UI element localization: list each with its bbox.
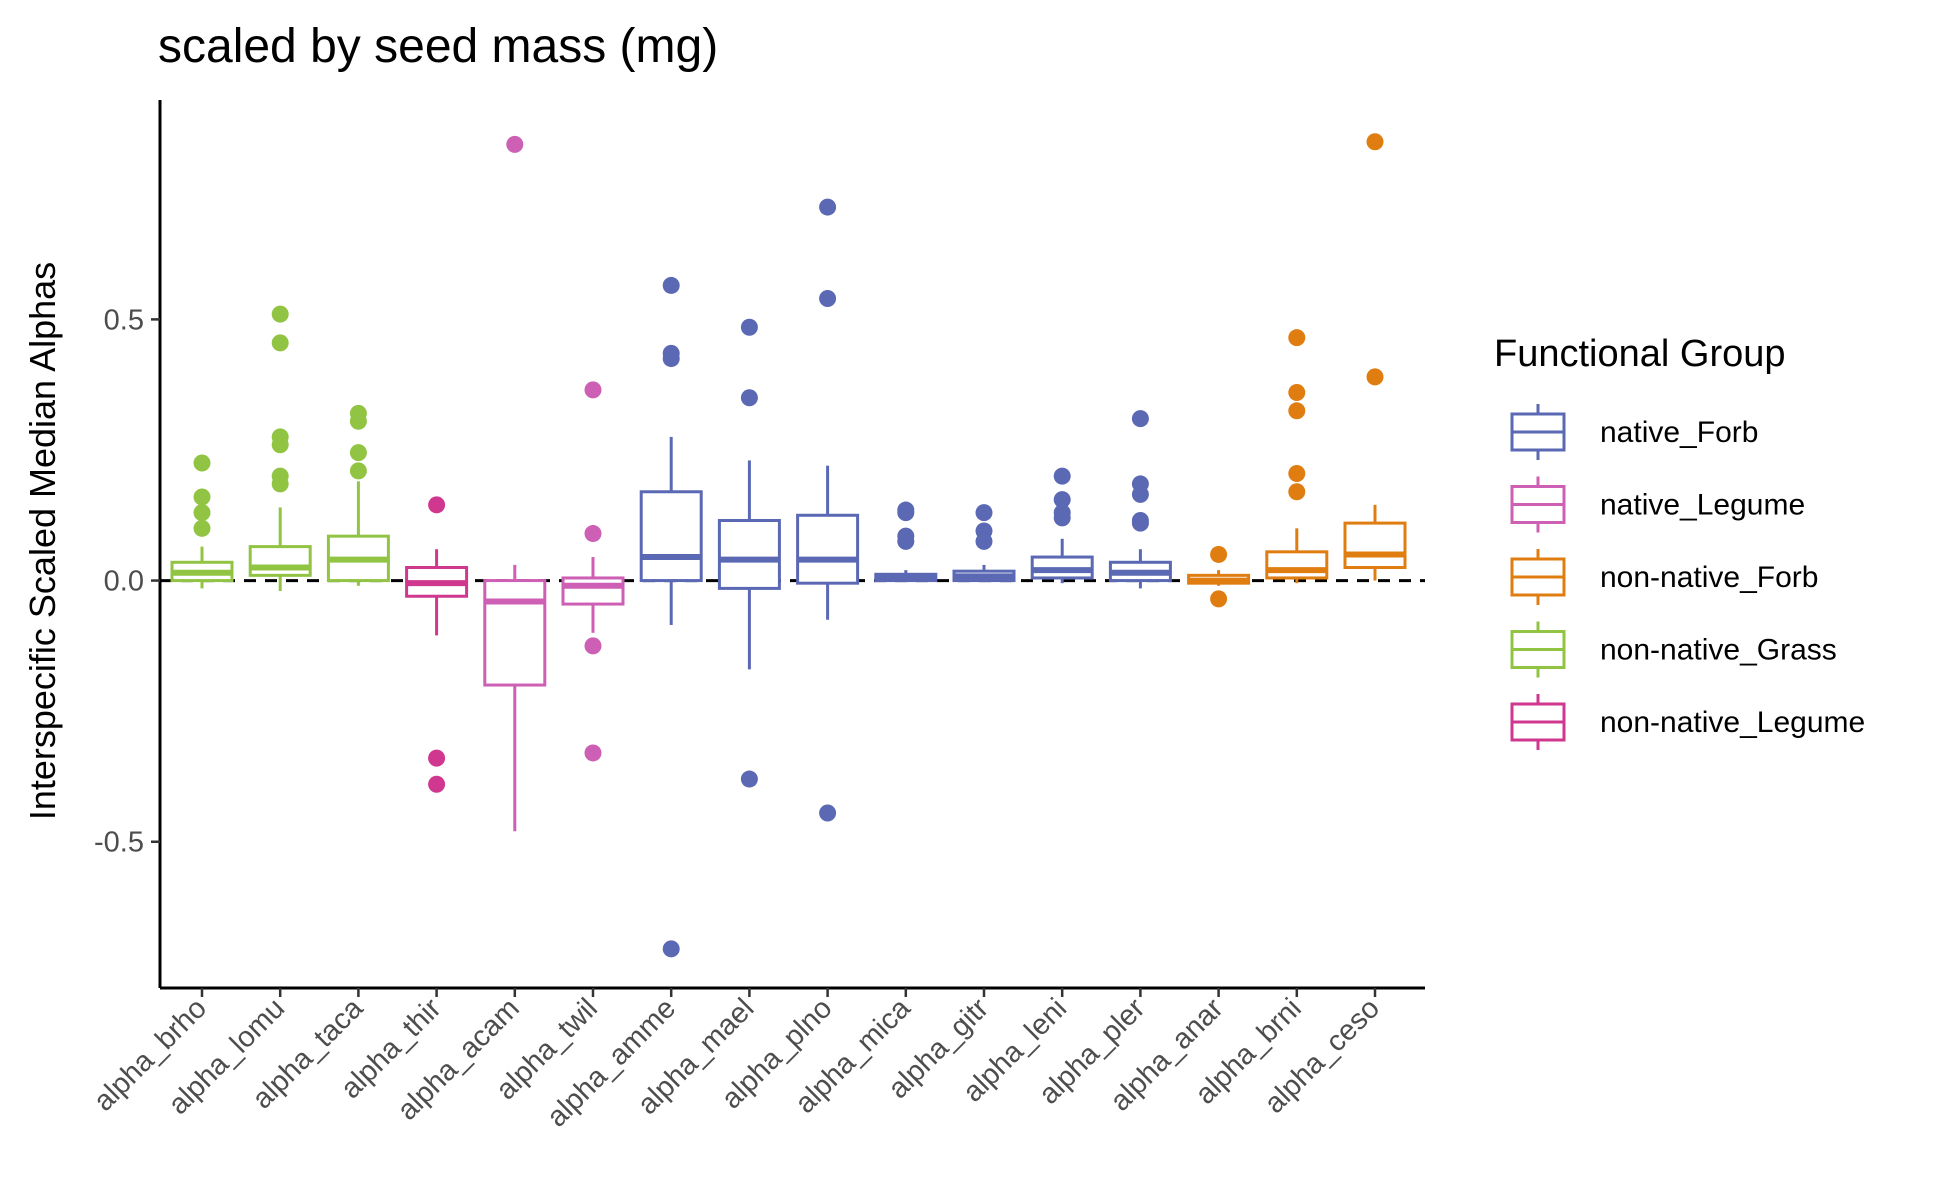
- outlier-point: [1131, 514, 1149, 532]
- box-alpha_ceso: [1343, 133, 1407, 581]
- y-tick-label: -0.5: [94, 827, 144, 859]
- outlier-point: [271, 475, 289, 493]
- y-axis-label: Interspecific Scaled Median Alphas: [22, 262, 63, 820]
- outlier-point: [1053, 491, 1071, 509]
- box-iqr: [796, 513, 860, 585]
- box-alpha_anar: [1187, 545, 1251, 608]
- outlier-point: [349, 412, 367, 430]
- outlier-point: [662, 940, 680, 958]
- legend-label: native_Legume: [1600, 489, 1805, 522]
- outlier-point: [193, 519, 211, 537]
- box-alpha_thir: [405, 496, 469, 793]
- outlier-point: [1288, 329, 1306, 347]
- box-alpha_lomu: [248, 305, 312, 592]
- outlier-point: [975, 532, 993, 550]
- outlier-point: [662, 276, 680, 294]
- outlier-point: [740, 318, 758, 336]
- y-tick-label: 0.5: [104, 304, 144, 336]
- outlier-point: [193, 454, 211, 472]
- box-iqr: [483, 579, 547, 687]
- box-iqr: [1343, 521, 1407, 570]
- outlier-point: [428, 749, 446, 767]
- y-tick-label: 0.0: [104, 566, 144, 598]
- box-alpha_amme: [639, 276, 703, 958]
- legend-label: non-native_Legume: [1600, 706, 1865, 739]
- outlier-point: [1288, 402, 1306, 420]
- plot-area: -0.50.00.5alpha_brhoalpha_lomualpha_taca…: [88, 100, 1425, 1134]
- legend-entry-native_Forb: native_Forb: [1510, 404, 1758, 460]
- outlier-point: [584, 525, 602, 543]
- outlier-point: [1131, 410, 1149, 428]
- legend-label: non-native_Forb: [1600, 561, 1818, 594]
- outlier-point: [193, 488, 211, 506]
- box-alpha_plno: [796, 198, 860, 822]
- outlier-point: [271, 305, 289, 323]
- outlier-point: [1053, 509, 1071, 527]
- outlier-point: [584, 637, 602, 655]
- outlier-point: [897, 504, 915, 522]
- outlier-point: [975, 504, 993, 522]
- outlier-point: [1366, 368, 1384, 386]
- outlier-point: [1131, 485, 1149, 503]
- outlier-point: [271, 436, 289, 454]
- chart-title: scaled by seed mass (mg): [158, 20, 718, 73]
- box-alpha_twil: [561, 381, 625, 762]
- legend-label: native_Forb: [1600, 416, 1758, 449]
- outlier-point: [584, 744, 602, 762]
- outlier-point: [1210, 590, 1228, 608]
- outlier-point: [349, 462, 367, 480]
- box-iqr: [639, 490, 703, 583]
- outlier-point: [428, 496, 446, 514]
- box-alpha_gitr: [952, 504, 1016, 583]
- legend-label: non-native_Grass: [1600, 634, 1837, 667]
- outlier-point: [428, 775, 446, 793]
- outlier-point: [1366, 133, 1384, 151]
- box-iqr: [248, 545, 312, 577]
- outlier-point: [584, 381, 602, 399]
- legend-entry-non-native_Grass: non-native_Grass: [1510, 621, 1837, 678]
- outlier-point: [897, 532, 915, 550]
- outlier-point: [506, 135, 524, 153]
- outlier-point: [740, 389, 758, 407]
- legend-entry-non-native_Forb: non-native_Forb: [1510, 549, 1818, 605]
- box-alpha_taca: [326, 404, 390, 586]
- outlier-point: [349, 444, 367, 462]
- box-iqr: [1265, 550, 1329, 580]
- outlier-point: [819, 804, 837, 822]
- outlier-point: [1288, 483, 1306, 501]
- box-alpha_mica: [874, 501, 938, 583]
- outlier-point: [1288, 384, 1306, 402]
- box-alpha_brni: [1265, 329, 1329, 584]
- outlier-point: [271, 334, 289, 352]
- box-alpha_pler: [1108, 410, 1172, 589]
- box-iqr: [717, 518, 781, 590]
- box-alpha_brho: [170, 454, 234, 589]
- outlier-point: [193, 504, 211, 522]
- box-iqr: [561, 576, 625, 606]
- box-alpha_leni: [1030, 467, 1094, 584]
- legend-entry-native_Legume: native_Legume: [1510, 476, 1805, 533]
- outlier-point: [662, 350, 680, 368]
- box-alpha_mael: [717, 318, 781, 788]
- outlier-point: [1288, 464, 1306, 482]
- box-alpha_acam: [483, 135, 547, 832]
- outlier-point: [819, 289, 837, 307]
- legend-entry-non-native_Legume: non-native_Legume: [1510, 694, 1865, 750]
- outlier-point: [740, 770, 758, 788]
- outlier-point: [1210, 545, 1228, 563]
- legend-title: Functional Group: [1494, 333, 1786, 375]
- outlier-point: [1053, 467, 1071, 485]
- outlier-point: [819, 198, 837, 216]
- legend: Functional Group native_Forb native_Legum…: [1494, 333, 1865, 750]
